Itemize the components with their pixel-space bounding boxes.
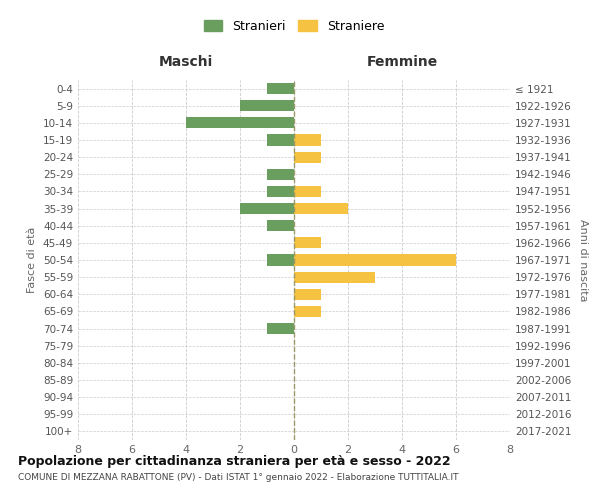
Bar (240, 203, 294, 214)
Bar (267, 220, 294, 232)
Bar (240, 100, 294, 112)
Bar (267, 168, 294, 180)
Bar (267, 323, 294, 334)
Bar (294, 288, 321, 300)
Text: Popolazione per cittadinanza straniera per età e sesso - 2022: Popolazione per cittadinanza straniera p… (18, 455, 451, 468)
Y-axis label: Anni di nascita: Anni di nascita (578, 219, 588, 301)
Bar (294, 238, 321, 248)
Y-axis label: Fasce di età: Fasce di età (28, 227, 37, 293)
Text: Femmine: Femmine (367, 55, 437, 69)
Bar (267, 254, 294, 266)
Text: Maschi: Maschi (159, 55, 213, 69)
Bar (294, 272, 375, 282)
Bar (294, 254, 456, 266)
Bar (294, 134, 321, 145)
Bar (294, 306, 321, 317)
Bar (267, 83, 294, 94)
Bar (267, 134, 294, 145)
Text: COMUNE DI MEZZANA RABATTONE (PV) - Dati ISTAT 1° gennaio 2022 - Elaborazione TUT: COMUNE DI MEZZANA RABATTONE (PV) - Dati … (18, 472, 458, 482)
Bar (294, 152, 321, 162)
Bar (186, 118, 294, 128)
Bar (267, 186, 294, 197)
Bar (294, 203, 348, 214)
Legend: Stranieri, Straniere: Stranieri, Straniere (199, 14, 389, 38)
Bar (294, 186, 321, 197)
